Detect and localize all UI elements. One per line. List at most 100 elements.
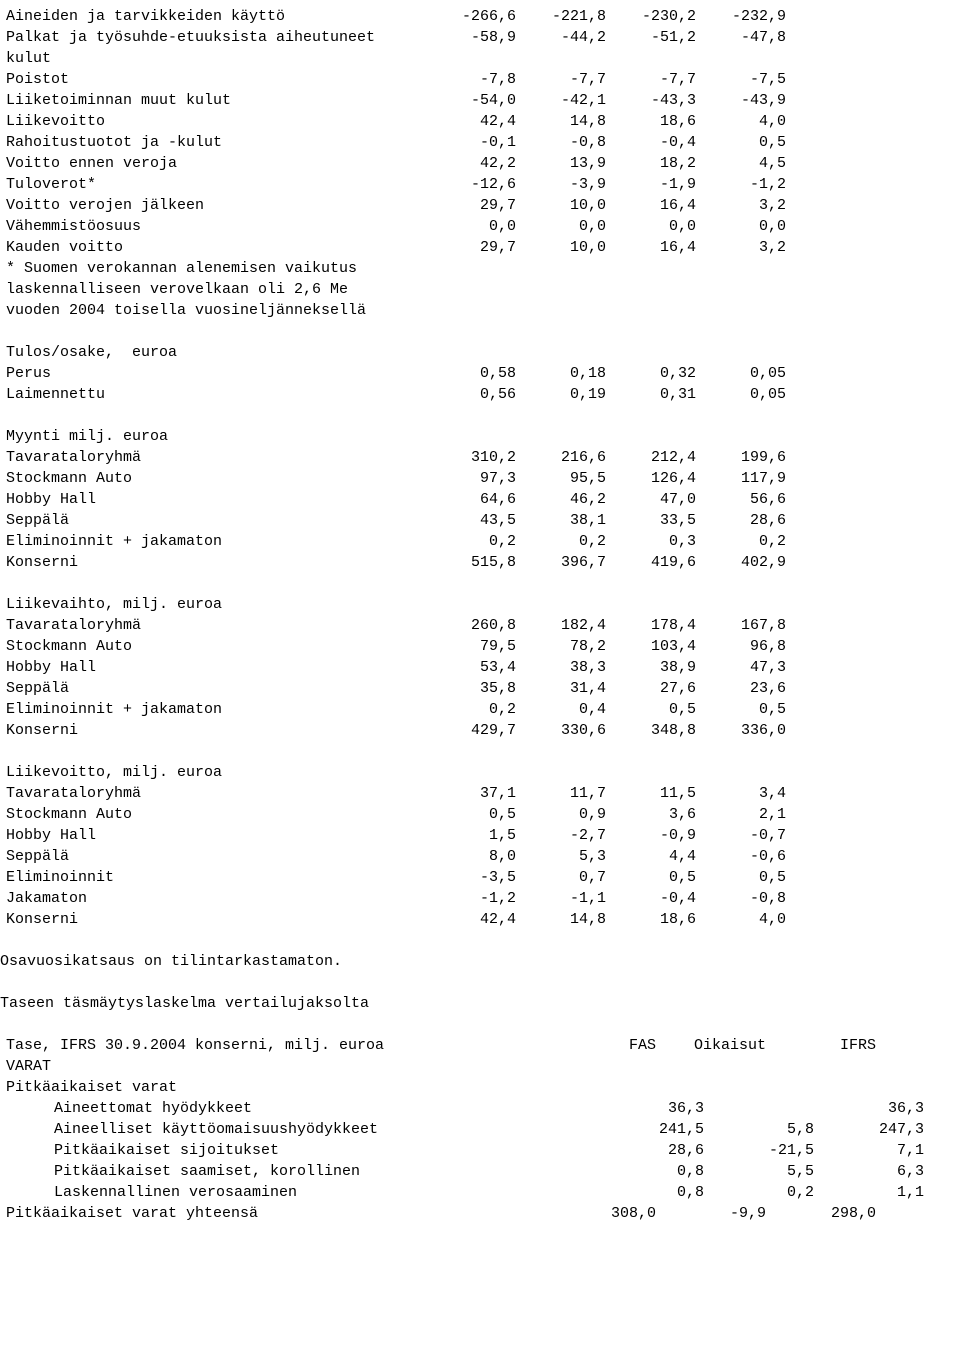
- cell-value: 212,4: [606, 447, 696, 468]
- cell-value: 0,0: [696, 216, 786, 237]
- cell-value: 199,6: [696, 447, 786, 468]
- cell-value: 36,3: [594, 1098, 704, 1119]
- cell-value: [766, 1077, 876, 1098]
- cell-value: -0,4: [606, 132, 696, 153]
- cell-value: [516, 48, 606, 69]
- cell-value: 336,0: [696, 720, 786, 741]
- row-label: Tase, IFRS 30.9.2004 konserni, milj. eur…: [6, 1035, 546, 1056]
- data-row: kulut: [6, 48, 954, 69]
- cell-value: [696, 258, 786, 279]
- cell-value: 2,1: [696, 804, 786, 825]
- row-label: Tuloverot*: [6, 174, 426, 195]
- cell-value: 11,7: [516, 783, 606, 804]
- cell-value: 182,4: [516, 615, 606, 636]
- row-label: Stockmann Auto: [6, 636, 426, 657]
- data-row: Tavarataloryhmä310,2216,6212,4199,6: [6, 447, 954, 468]
- cell-value: -0,4: [606, 888, 696, 909]
- row-label: Pitkäaikaiset varat yhteensä: [6, 1203, 546, 1224]
- cell-value: 7,1: [814, 1140, 924, 1161]
- data-row: laskennalliseen verovelkaan oli 2,6 Me: [6, 279, 954, 300]
- data-row: vuoden 2004 toisella vuosineljänneksellä: [6, 300, 954, 321]
- cell-value: -230,2: [606, 6, 696, 27]
- cell-value: 3,4: [696, 783, 786, 804]
- cell-value: 18,6: [606, 111, 696, 132]
- cell-value: [656, 1056, 766, 1077]
- cell-value: [606, 48, 696, 69]
- data-row: Jakamaton-1,2-1,1-0,4-0,8: [6, 888, 954, 909]
- financial-document: Aineiden ja tarvikkeiden käyttö-266,6-22…: [6, 6, 954, 1224]
- cell-value: 8,0: [426, 846, 516, 867]
- cell-value: 0,5: [696, 699, 786, 720]
- row-label: Rahoitustuotot ja -kulut: [6, 132, 426, 153]
- cell-value: 0,7: [516, 867, 606, 888]
- cell-value: 23,6: [696, 678, 786, 699]
- cell-value: FAS: [546, 1035, 656, 1056]
- cell-value: 0,31: [606, 384, 696, 405]
- balance-row: Pitkäaikaiset sijoitukset28,6-21,57,1: [6, 1140, 954, 1161]
- cell-value: 35,8: [426, 678, 516, 699]
- row-label: Aineiden ja tarvikkeiden käyttö: [6, 6, 426, 27]
- cell-value: 64,6: [426, 489, 516, 510]
- row-label: Laskennallinen verosaaminen: [6, 1182, 594, 1203]
- balance-header-row: Tase, IFRS 30.9.2004 konserni, milj. eur…: [6, 1035, 954, 1056]
- row-label: Eliminoinnit + jakamaton: [6, 699, 426, 720]
- cell-value: 16,4: [606, 195, 696, 216]
- data-row: Liikevoitto42,414,818,64,0: [6, 111, 954, 132]
- cell-value: 0,05: [696, 384, 786, 405]
- cell-value: 515,8: [426, 552, 516, 573]
- row-label: Perus: [6, 363, 426, 384]
- row-label: Eliminoinnit + jakamaton: [6, 531, 426, 552]
- data-row: Palkat ja työsuhde-etuuksista aiheutunee…: [6, 27, 954, 48]
- cell-value: 11,5: [606, 783, 696, 804]
- row-label: Tavarataloryhmä: [6, 783, 426, 804]
- cell-value: 78,2: [516, 636, 606, 657]
- cell-value: 43,5: [426, 510, 516, 531]
- cell-value: -221,8: [516, 6, 606, 27]
- data-row: Tavarataloryhmä260,8182,4178,4167,8: [6, 615, 954, 636]
- row-label: laskennalliseen verovelkaan oli 2,6 Me: [6, 279, 426, 300]
- row-label: Vähemmistöosuus: [6, 216, 426, 237]
- data-row: Stockmann Auto79,578,2103,496,8: [6, 636, 954, 657]
- cell-value: [696, 300, 786, 321]
- data-row: Laimennettu0,560,190,310,05: [6, 384, 954, 405]
- cell-value: [516, 300, 606, 321]
- section-title: Liikevaihto, milj. euroa: [6, 594, 426, 615]
- data-row: Stockmann Auto0,50,93,62,1: [6, 804, 954, 825]
- cell-value: 0,0: [606, 216, 696, 237]
- cell-value: -7,7: [516, 69, 606, 90]
- cell-value: 4,0: [696, 909, 786, 930]
- row-label: Jakamaton: [6, 888, 426, 909]
- cell-value: -43,3: [606, 90, 696, 111]
- cell-value: 29,7: [426, 237, 516, 258]
- cell-value: [516, 279, 606, 300]
- cell-value: -54,0: [426, 90, 516, 111]
- cell-value: 1,1: [814, 1182, 924, 1203]
- data-row: Seppälä8,05,34,4-0,6: [6, 846, 954, 867]
- cell-value: 4,0: [696, 111, 786, 132]
- cell-value: -44,2: [516, 27, 606, 48]
- cell-value: 0,58: [426, 363, 516, 384]
- row-label: kulut: [6, 48, 426, 69]
- row-label: Stockmann Auto: [6, 804, 426, 825]
- cell-value: 0,5: [606, 867, 696, 888]
- row-label: Konserni: [6, 909, 426, 930]
- cell-value: -43,9: [696, 90, 786, 111]
- cell-value: -2,7: [516, 825, 606, 846]
- balance-row: VARAT: [6, 1056, 954, 1077]
- cell-value: 18,6: [606, 909, 696, 930]
- data-row: Rahoitustuotot ja -kulut-0,1-0,8-0,40,5: [6, 132, 954, 153]
- cell-value: -51,2: [606, 27, 696, 48]
- cell-value: 10,0: [516, 195, 606, 216]
- row-label: Hobby Hall: [6, 489, 426, 510]
- row-label: Aineelliset käyttöomaisuushyödykkeet: [6, 1119, 594, 1140]
- section-gap: [6, 321, 954, 342]
- row-label: Poistot: [6, 69, 426, 90]
- cell-value: 79,5: [426, 636, 516, 657]
- cell-value: 97,3: [426, 468, 516, 489]
- cell-value: 14,8: [516, 111, 606, 132]
- cell-value: Oikaisut: [656, 1035, 766, 1056]
- cell-value: 46,2: [516, 489, 606, 510]
- cell-value: 0,56: [426, 384, 516, 405]
- cell-value: -58,9: [426, 27, 516, 48]
- cell-value: 28,6: [696, 510, 786, 531]
